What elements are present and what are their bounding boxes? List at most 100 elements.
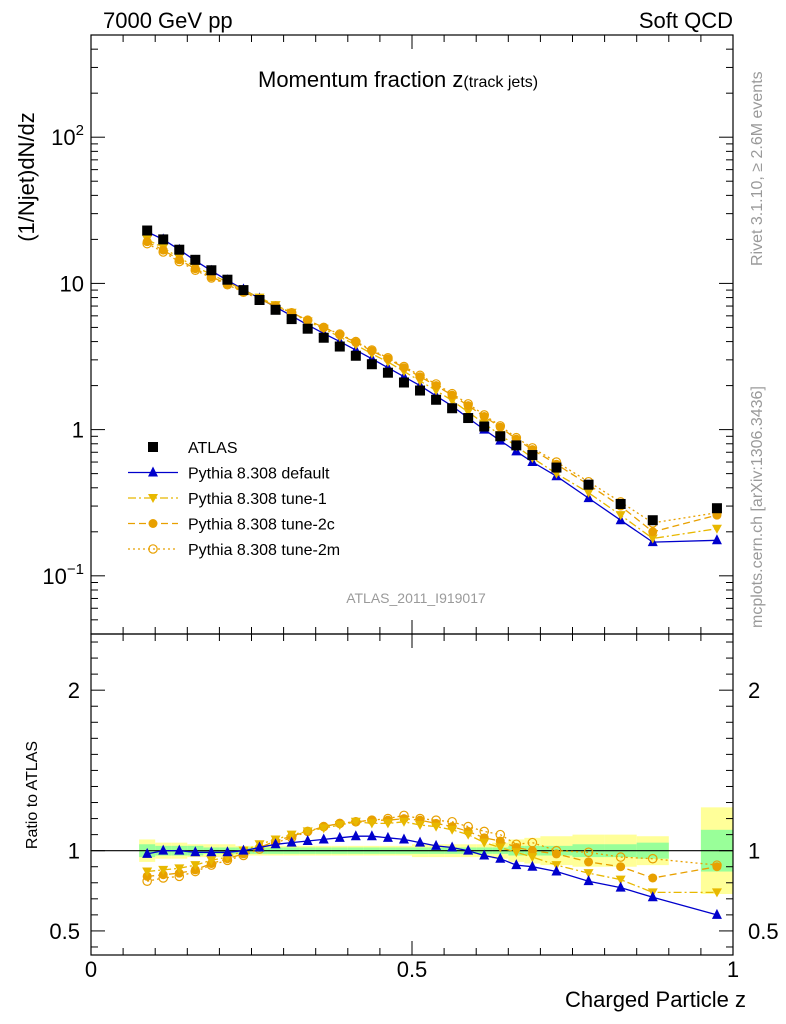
ratio-panel: 0.5 0.51 12 20 0.5 1 Ratio to ATLAS Charged P… (24, 633, 779, 1012)
data-point (318, 322, 329, 333)
ratio-data-point (190, 861, 201, 871)
data-point (583, 488, 594, 498)
ratio-data-point (584, 857, 594, 867)
chart-title-main: Momentum fraction (258, 67, 446, 92)
ratio-data-point (382, 819, 393, 829)
y-tick-label-exponent: 2 (76, 122, 84, 139)
data-point (158, 247, 169, 257)
header-right: Soft QCD (639, 8, 733, 33)
ratio-data-point (158, 844, 169, 855)
ratio-data-point (647, 891, 658, 902)
data-point (447, 403, 458, 414)
data-point (383, 352, 393, 363)
legend-label: Pythia 8.308 tune-1 (188, 491, 327, 508)
data-point (647, 534, 658, 544)
y-tick-label-left: 1 (68, 839, 80, 864)
data-point (463, 413, 474, 424)
data-point (302, 323, 313, 334)
y-tick-label-base: 1 (72, 418, 84, 443)
ratio-series-line (147, 821, 717, 894)
data-point (615, 498, 626, 509)
data-point (647, 515, 658, 526)
data-point (511, 440, 522, 451)
ratio-data-point (238, 844, 249, 855)
ratio-data-point (318, 824, 329, 834)
ratio-data-point (479, 838, 490, 848)
data-point (551, 462, 562, 473)
y-tick-label-right: 2 (748, 678, 760, 703)
ratio-data-point (711, 908, 722, 919)
ratio-data-point (415, 836, 426, 847)
ratio-data-point (302, 835, 313, 846)
y-tick-label-base: 10 (51, 125, 75, 150)
data-point (711, 534, 722, 545)
mcplots-label: mcplots.cern.ch [arXiv:1306.3436] (749, 386, 766, 628)
data-point (158, 234, 169, 245)
ratio-data-point (158, 865, 169, 875)
data-point (648, 527, 658, 537)
legend-label: Pythia 8.308 tune-2c (188, 517, 335, 534)
y-tick-label: 102 (51, 122, 84, 150)
data-point (447, 388, 457, 399)
data-point (398, 377, 409, 388)
data-point (463, 407, 474, 417)
ratio-data-point (142, 867, 153, 877)
legend-marker (148, 544, 158, 554)
ratio-data-point (318, 833, 329, 844)
ratio-data-point (447, 841, 458, 852)
data-point (270, 304, 281, 315)
ratio-ticks (90, 634, 734, 955)
ratio-data-point (495, 836, 505, 846)
y-axis-label-main: (1/Njet)dN/dz (14, 112, 39, 242)
ratio-data-layer (91, 807, 733, 919)
y-tick-label-right: 1 (748, 839, 760, 864)
ratio-data-point (415, 820, 426, 830)
data-point (142, 225, 153, 236)
ratio-data-point (142, 847, 153, 858)
x-axis-label: Charged Particle z (565, 987, 746, 1012)
data-point (382, 367, 393, 378)
ratio-data-point (648, 873, 658, 883)
data-point (415, 385, 426, 396)
data-point (479, 410, 490, 420)
y-tick-label-exponent: −1 (67, 561, 84, 578)
ratio-data-point (398, 817, 409, 827)
y-tick-label-base: 10 (42, 564, 66, 589)
data-point (615, 511, 626, 521)
ratio-data-point (366, 830, 377, 841)
rivet-label: Rivet 3.1.10, ≥ 2.6M events (749, 71, 766, 266)
x-tick-label: 1 (727, 957, 739, 982)
data-point (431, 379, 441, 389)
legend-marker (148, 494, 158, 503)
ratio-data-point (551, 849, 561, 859)
data-point (318, 332, 329, 343)
y-tick-label-right: 0.5 (748, 919, 779, 944)
legend-marker (148, 519, 158, 528)
data-point (711, 524, 722, 534)
ratio-data-point (286, 836, 297, 847)
data-point (174, 244, 185, 255)
ratio-data-point (463, 844, 474, 855)
ratio-data-point (174, 844, 185, 855)
data-point (366, 359, 377, 370)
ratio-data-point (463, 830, 474, 840)
chart-title-z: z (452, 67, 463, 92)
ratio-data-point (334, 831, 345, 842)
data-point (174, 256, 185, 267)
ratio-data-point (382, 831, 393, 842)
y-tick-label-left: 0.5 (49, 919, 80, 944)
ratio-data-point (222, 846, 233, 857)
ratio-data-point (350, 830, 361, 841)
ratio-data-point (479, 849, 490, 860)
data-point (254, 294, 265, 305)
ratio-data-point (712, 862, 722, 872)
legend: ATLAS Pythia 8.308 default Pythia 8.308 tu… (128, 440, 340, 559)
data-point (334, 329, 345, 339)
data-point (495, 431, 506, 442)
ratio-data-point (711, 888, 722, 898)
y-tick-label: 1 (72, 418, 84, 443)
data-point (190, 254, 201, 265)
legend-marker (148, 466, 158, 477)
